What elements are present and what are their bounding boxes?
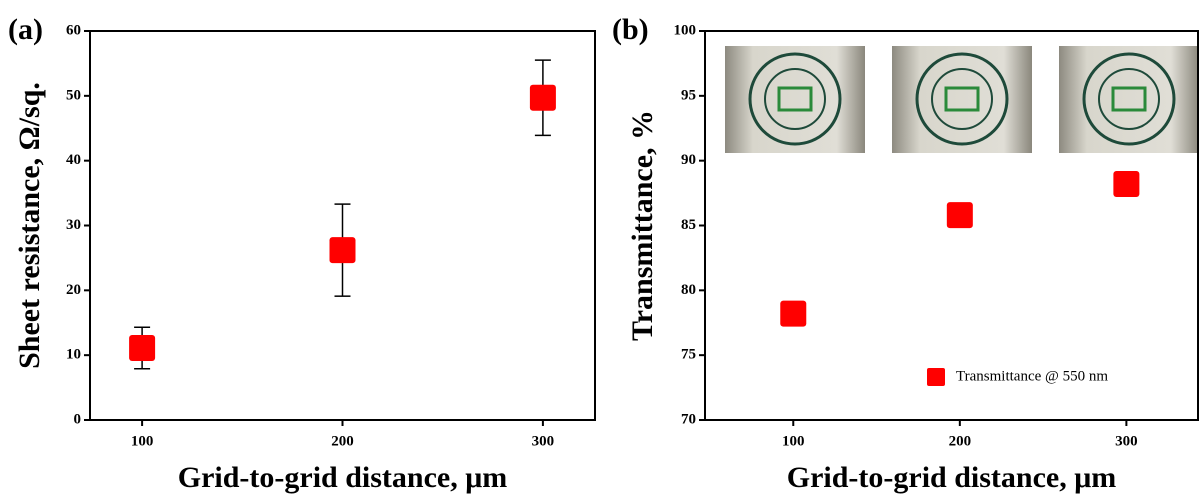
y-tick-label: 100 bbox=[674, 22, 697, 38]
x-tick-label: 200 bbox=[949, 433, 972, 449]
y-tick-label: 90 bbox=[681, 152, 696, 168]
y-tick-label: 40 bbox=[66, 152, 81, 168]
x-axis-label: Grid-to-grid distance, μm bbox=[787, 461, 1116, 494]
y-tick-label: 20 bbox=[66, 282, 81, 298]
y-tick-label: 10 bbox=[66, 347, 81, 363]
marker bbox=[329, 237, 356, 264]
y-tick-label: 60 bbox=[66, 22, 81, 38]
y-axis-label: Sheet resistance, Ω/sq. bbox=[13, 82, 46, 369]
x-tick-label: 300 bbox=[1115, 433, 1138, 449]
marker bbox=[529, 84, 556, 111]
marker bbox=[1113, 171, 1140, 198]
y-tick-label: 80 bbox=[681, 282, 696, 298]
x-axis-label: Grid-to-grid distance, μm bbox=[178, 461, 507, 494]
photo bbox=[892, 46, 1032, 153]
marker bbox=[129, 335, 156, 362]
y-tick-label: 0 bbox=[74, 411, 82, 427]
legend-label: Transmittance @ 550 nm bbox=[956, 368, 1108, 384]
y-tick-label: 30 bbox=[66, 217, 81, 233]
photo bbox=[725, 46, 865, 153]
x-tick-label: 200 bbox=[331, 433, 354, 449]
panel-label: (b) bbox=[612, 13, 649, 46]
y-tick-label: 70 bbox=[681, 411, 696, 427]
marker bbox=[946, 202, 973, 229]
panel-label: (a) bbox=[8, 13, 43, 46]
legend-marker bbox=[927, 368, 945, 386]
x-tick-label: 100 bbox=[782, 433, 805, 449]
x-tick-label: 300 bbox=[532, 433, 555, 449]
photo bbox=[1059, 46, 1199, 153]
y-tick-label: 85 bbox=[681, 217, 696, 233]
y-tick-label: 50 bbox=[66, 87, 81, 103]
marker bbox=[780, 300, 807, 327]
y-tick-label: 95 bbox=[681, 87, 696, 103]
y-tick-label: 75 bbox=[681, 347, 696, 363]
x-tick-label: 100 bbox=[131, 433, 154, 449]
y-axis-label: Transmittance, % bbox=[626, 110, 659, 341]
